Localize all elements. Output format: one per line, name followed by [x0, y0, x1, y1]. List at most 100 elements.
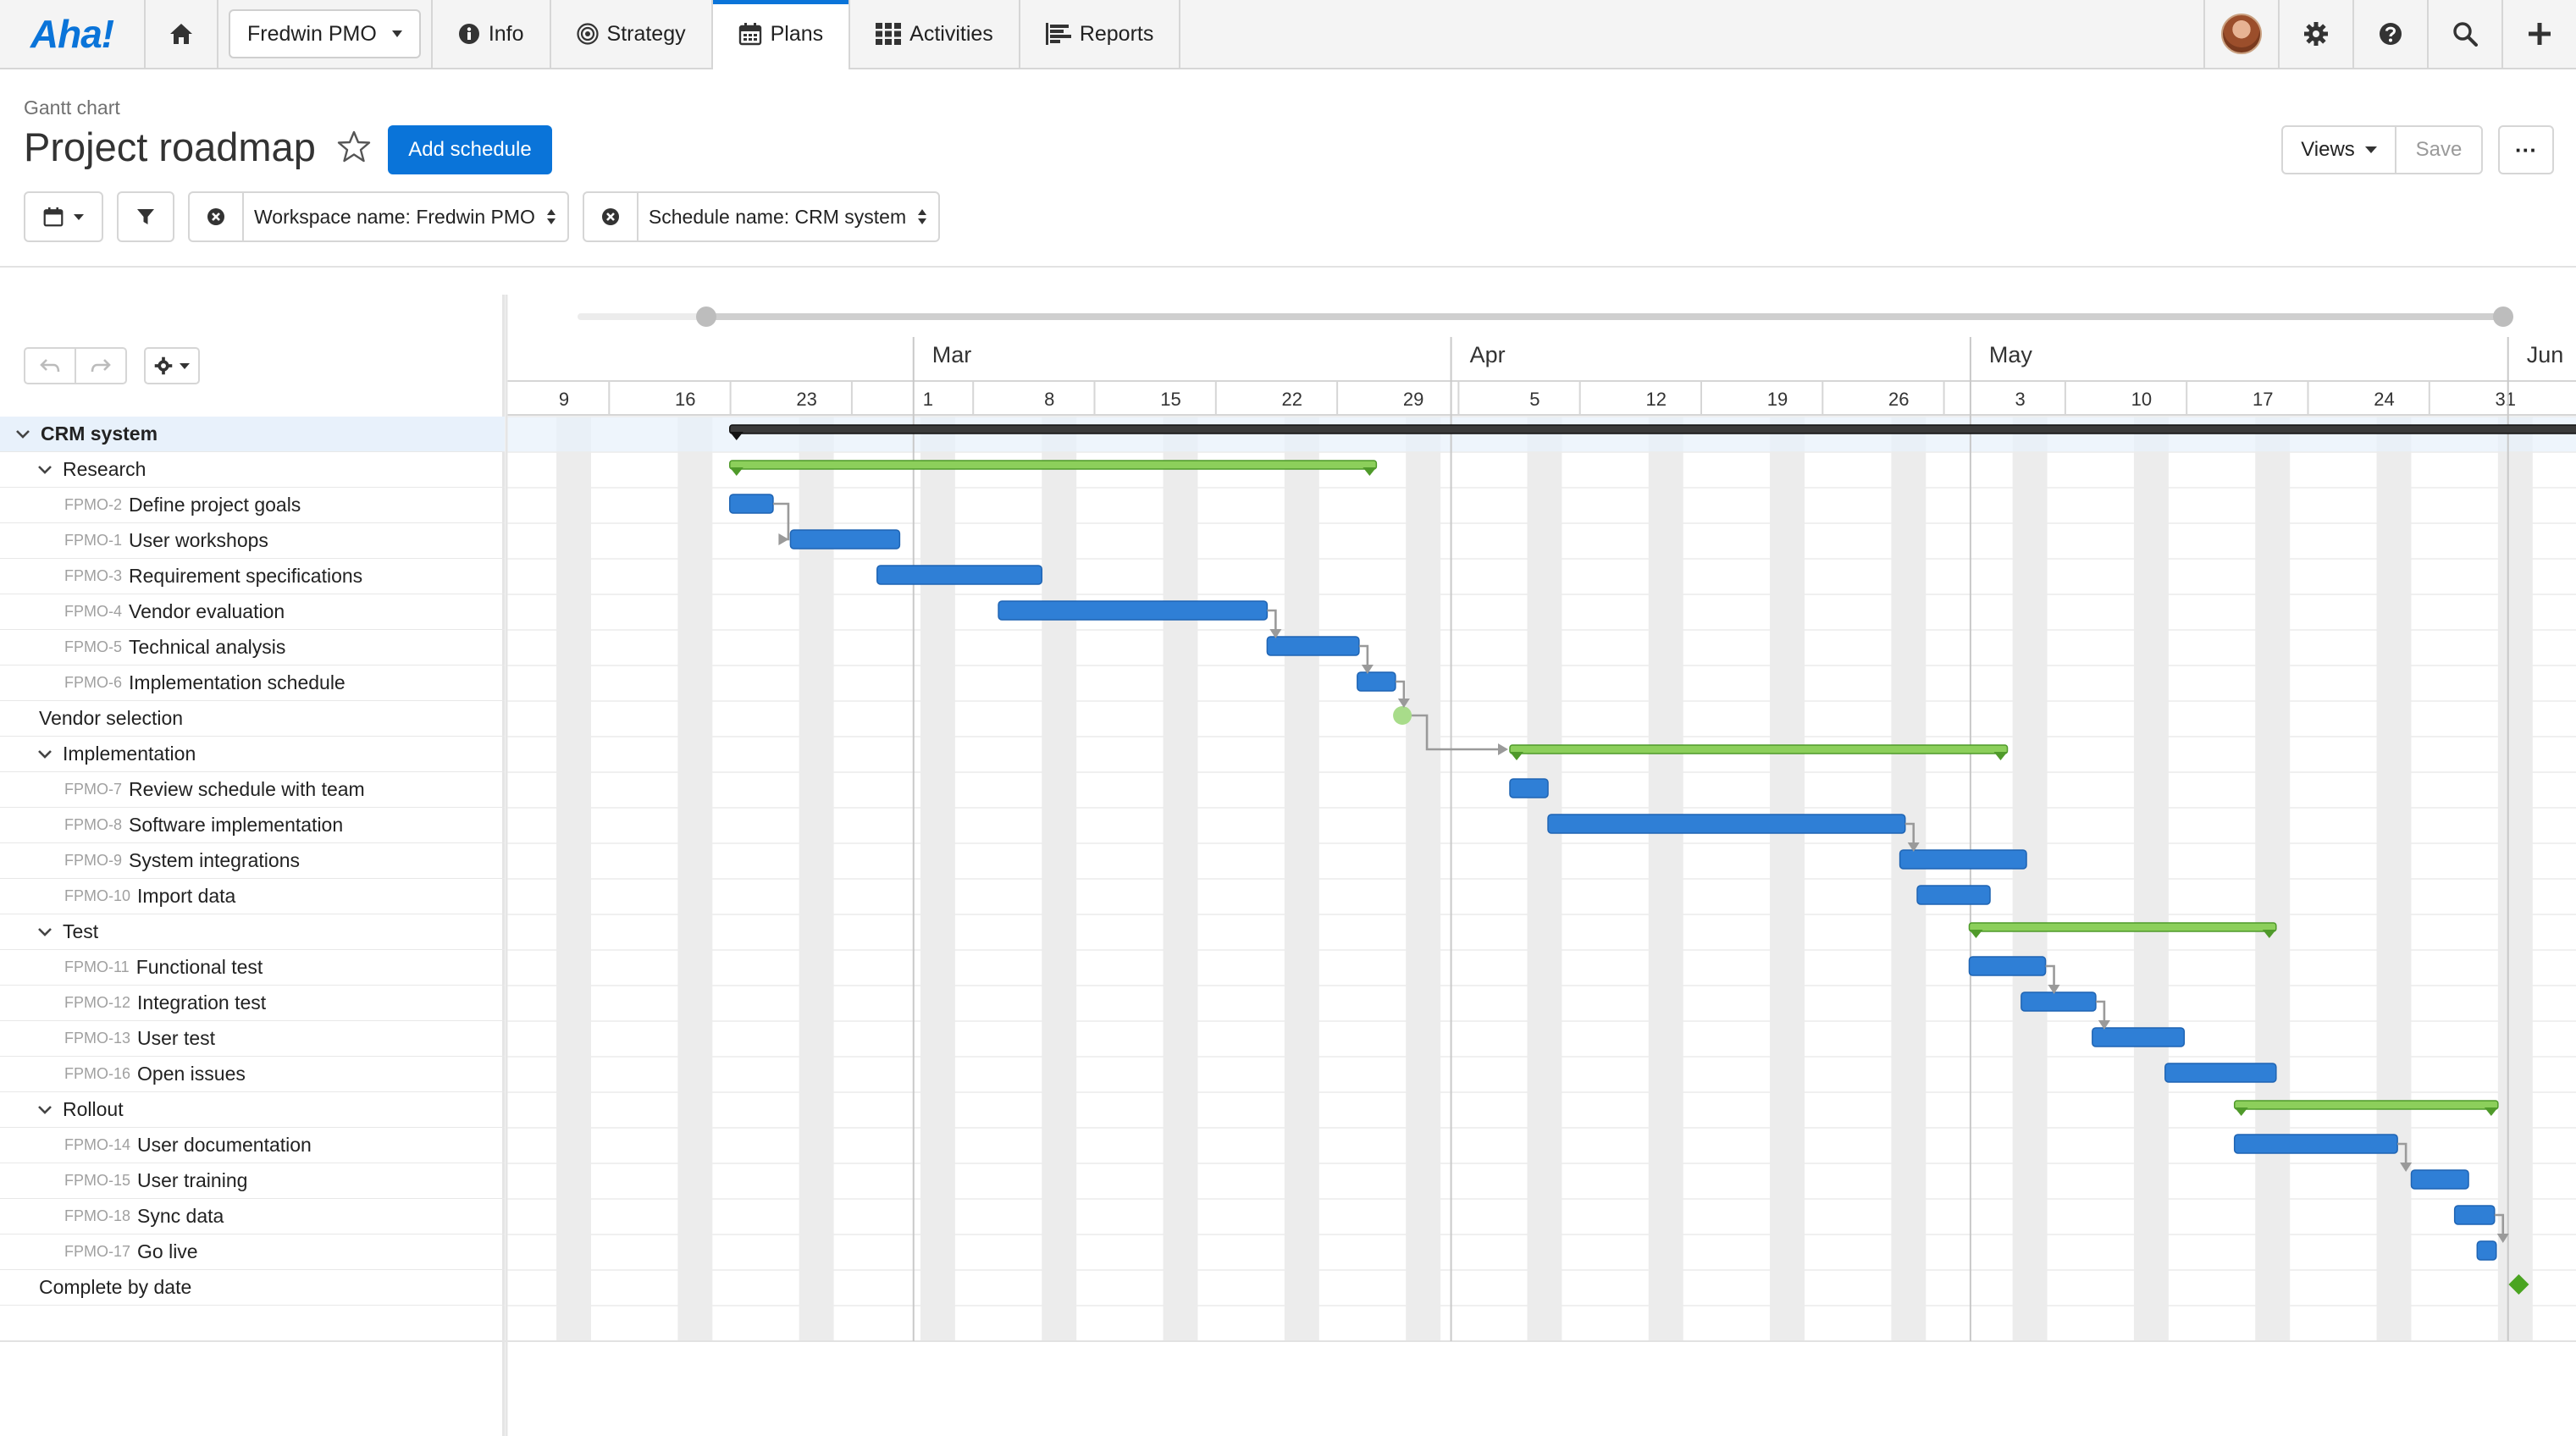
- task-bar[interactable]: [2233, 1134, 2398, 1154]
- feature-id[interactable]: FPMO-5: [64, 638, 123, 655]
- task-bar[interactable]: [998, 600, 1269, 621]
- task-bar[interactable]: [1357, 671, 1396, 692]
- feature-id[interactable]: FPMO-12: [64, 994, 131, 1011]
- row-label[interactable]: Rollout: [63, 1098, 124, 1120]
- gantt-settings-button[interactable]: [144, 347, 200, 384]
- row-label[interactable]: Integration test: [137, 991, 267, 1013]
- search-button[interactable]: [2427, 0, 2501, 68]
- feature-id[interactable]: FPMO-9: [64, 852, 123, 869]
- row-label[interactable]: Open issues: [137, 1063, 246, 1085]
- row-label[interactable]: User training: [137, 1169, 248, 1191]
- task-bar[interactable]: [1547, 814, 1906, 834]
- task-bar[interactable]: [876, 565, 1043, 585]
- gantt-row[interactable]: FPMO-9 System integrations: [0, 843, 505, 879]
- undo-button[interactable]: [25, 349, 76, 383]
- gantt-row[interactable]: Research: [0, 452, 505, 488]
- feature-id[interactable]: FPMO-18: [64, 1207, 131, 1224]
- gantt-row[interactable]: Rollout: [0, 1092, 505, 1128]
- task-bar[interactable]: [1899, 849, 2027, 870]
- remove-filter-button[interactable]: [584, 193, 638, 240]
- settings-button[interactable]: [2278, 0, 2352, 68]
- task-bar[interactable]: [729, 494, 774, 514]
- gantt-row[interactable]: FPMO-13 User test: [0, 1021, 505, 1057]
- star-icon[interactable]: [337, 130, 371, 163]
- gantt-row[interactable]: CRM system: [0, 417, 505, 452]
- nav-activities[interactable]: Activities: [850, 0, 1020, 68]
- dependency-line[interactable]: [2397, 1142, 2407, 1166]
- feature-id[interactable]: FPMO-2: [64, 496, 123, 513]
- gantt-row[interactable]: Complete by date: [0, 1270, 505, 1306]
- task-bar[interactable]: [789, 529, 901, 550]
- row-label[interactable]: Vendor selection: [39, 707, 184, 729]
- aha-logo[interactable]: Aha!: [0, 0, 146, 68]
- save-button[interactable]: Save: [2415, 138, 2463, 161]
- group-bar[interactable]: [2233, 1100, 2499, 1110]
- summary-bar[interactable]: [729, 424, 2576, 434]
- filter-button[interactable]: [117, 191, 174, 242]
- row-label[interactable]: Test: [63, 920, 99, 942]
- gantt-row[interactable]: FPMO-4 Vendor evaluation: [0, 594, 505, 630]
- gantt-row[interactable]: FPMO-7 Review schedule with team: [0, 772, 505, 808]
- home-button[interactable]: [146, 0, 218, 68]
- gantt-row[interactable]: Vendor selection: [0, 701, 505, 737]
- feature-id[interactable]: FPMO-1: [64, 532, 123, 549]
- user-menu[interactable]: [2203, 0, 2278, 68]
- workspace-selector[interactable]: Fredwin PMO: [229, 9, 421, 58]
- row-label[interactable]: Technical analysis: [129, 636, 286, 658]
- row-label[interactable]: Go live: [137, 1240, 198, 1262]
- remove-filter-button[interactable]: [190, 193, 244, 240]
- gantt-row[interactable]: FPMO-16 Open issues: [0, 1057, 505, 1092]
- row-label[interactable]: Vendor evaluation: [129, 600, 285, 622]
- dependency-line[interactable]: [1395, 680, 1406, 702]
- task-bar[interactable]: [2453, 1205, 2496, 1225]
- task-bar[interactable]: [2164, 1063, 2277, 1083]
- feature-id[interactable]: FPMO-3: [64, 567, 123, 584]
- help-button[interactable]: [2352, 0, 2427, 68]
- chevron-down-icon[interactable]: [37, 747, 53, 762]
- feature-id[interactable]: FPMO-11: [64, 958, 130, 975]
- feature-id[interactable]: FPMO-7: [64, 781, 123, 798]
- feature-id[interactable]: FPMO-4: [64, 603, 123, 620]
- row-label[interactable]: User workshops: [129, 529, 268, 551]
- chevron-down-icon[interactable]: [37, 925, 53, 940]
- gantt-row[interactable]: Test: [0, 914, 505, 950]
- feature-id[interactable]: FPMO-10: [64, 887, 131, 904]
- feature-id[interactable]: FPMO-16: [64, 1065, 131, 1082]
- task-bar[interactable]: [1968, 956, 2047, 976]
- chevron-down-icon[interactable]: [15, 427, 30, 442]
- task-bar[interactable]: [2020, 991, 2097, 1012]
- task-bar[interactable]: [2092, 1027, 2186, 1047]
- task-bar[interactable]: [1266, 636, 1360, 656]
- gantt-row[interactable]: FPMO-18 Sync data: [0, 1199, 505, 1234]
- dependency-line[interactable]: [1358, 644, 1369, 668]
- nav-plans[interactable]: Plans: [712, 0, 851, 69]
- add-schedule-button[interactable]: Add schedule: [388, 125, 552, 174]
- timeline-scroll-handle-right[interactable]: [2493, 307, 2513, 327]
- feature-id[interactable]: FPMO-8: [64, 816, 123, 833]
- dependency-line[interactable]: [1412, 714, 1505, 751]
- gantt-row[interactable]: FPMO-14 User documentation: [0, 1128, 505, 1163]
- gantt-row[interactable]: FPMO-17 Go live: [0, 1234, 505, 1270]
- row-label[interactable]: User test: [137, 1027, 216, 1049]
- breadcrumb[interactable]: Gantt chart: [24, 97, 120, 119]
- dependency-line[interactable]: [1904, 822, 1915, 846]
- row-label[interactable]: Sync data: [137, 1205, 224, 1227]
- dependency-line[interactable]: [2045, 964, 2055, 988]
- gantt-row[interactable]: FPMO-5 Technical analysis: [0, 630, 505, 666]
- more-options-button[interactable]: ···: [2498, 125, 2554, 174]
- nav-info[interactable]: Info: [433, 0, 551, 68]
- milestone-diamond[interactable]: [2508, 1274, 2529, 1295]
- feature-id[interactable]: FPMO-13: [64, 1030, 131, 1047]
- row-label[interactable]: CRM system: [41, 423, 158, 445]
- group-bar[interactable]: [1509, 744, 2009, 754]
- gantt-row[interactable]: FPMO-6 Implementation schedule: [0, 666, 505, 701]
- gantt-row[interactable]: Implementation: [0, 737, 505, 772]
- timeline-scroll-handle-left[interactable]: [696, 307, 716, 327]
- redo-button[interactable]: [76, 349, 125, 383]
- task-bar[interactable]: [1509, 778, 1549, 798]
- row-label[interactable]: Functional test: [135, 956, 263, 978]
- row-label[interactable]: Research: [63, 458, 146, 480]
- row-label[interactable]: Implementation schedule: [129, 671, 345, 693]
- row-label[interactable]: System integrations: [129, 849, 300, 871]
- dependency-line[interactable]: [2095, 1000, 2106, 1024]
